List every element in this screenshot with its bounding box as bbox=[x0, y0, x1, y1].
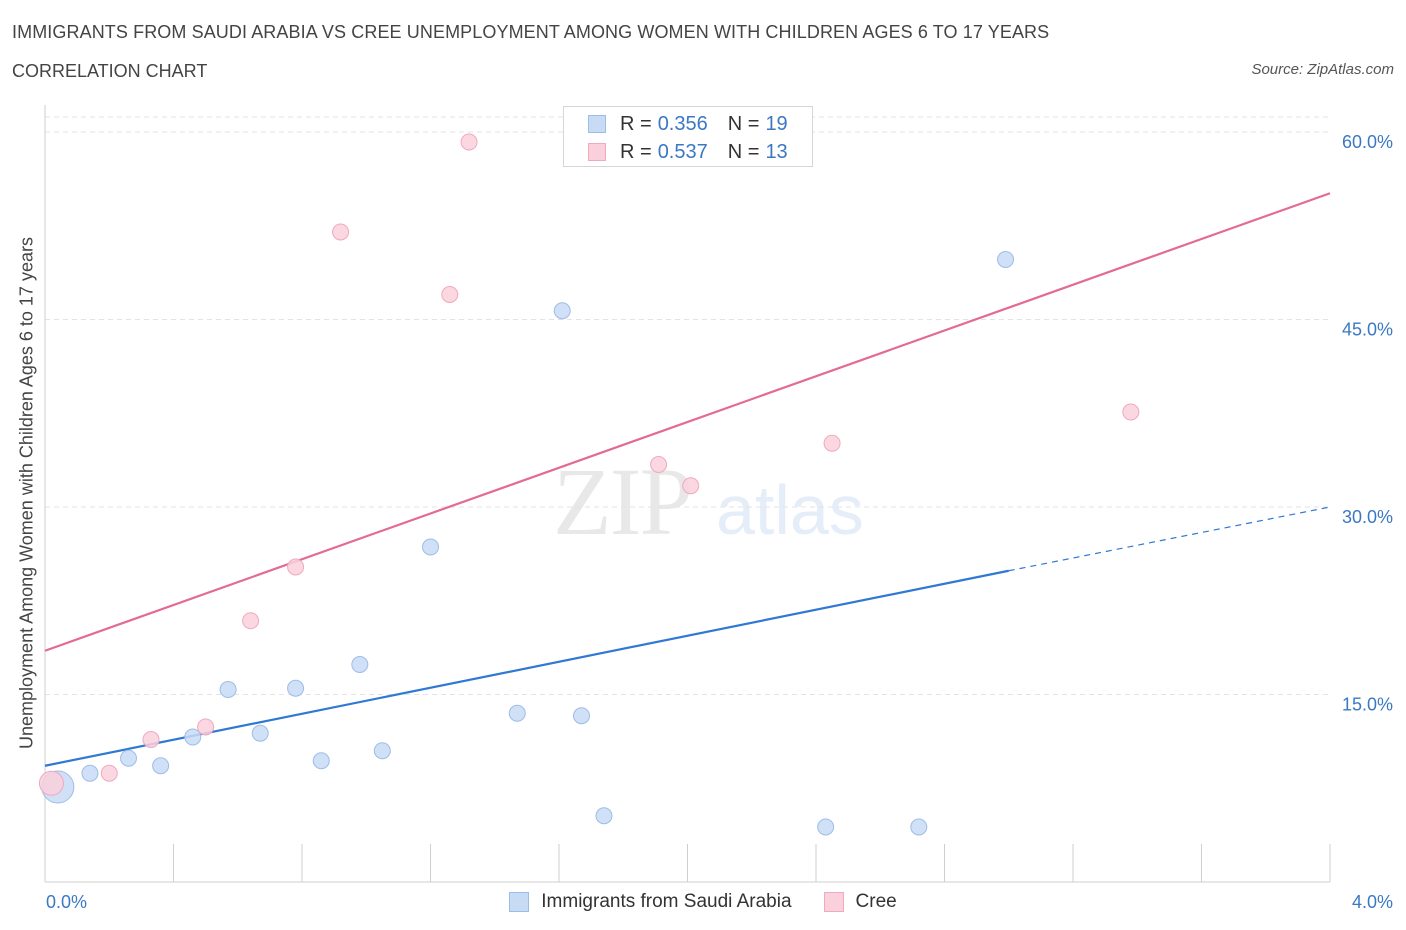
legend-swatch-cree bbox=[588, 143, 606, 161]
r-label: R = bbox=[620, 112, 652, 135]
point-cree bbox=[441, 286, 459, 303]
source-note: Source: ZipAtlas.com bbox=[1251, 61, 1394, 78]
legend-row-cree: R = 0.537 N = 13 bbox=[588, 140, 788, 164]
point-saudi bbox=[553, 302, 571, 320]
chart-title: IMMIGRANTS FROM SAUDI ARABIA VS CREE UNE… bbox=[12, 22, 1050, 42]
r-label: R = bbox=[620, 140, 652, 163]
point-saudi bbox=[184, 728, 202, 746]
point-saudi bbox=[508, 704, 526, 722]
watermark-zip: ZIP bbox=[553, 448, 693, 555]
legend-item-saudi: Immigrants from Saudi Arabia bbox=[509, 891, 792, 913]
n-label: N = bbox=[727, 112, 760, 135]
point-saudi bbox=[312, 752, 330, 770]
n-value-saudi: 19 bbox=[765, 112, 788, 135]
legend-label-cree: Cree bbox=[855, 891, 897, 912]
point-saudi bbox=[422, 538, 439, 556]
legend-item-cree: Cree bbox=[823, 891, 897, 913]
trend-line-saudi-extension bbox=[1008, 506, 1331, 572]
series-legend: Immigrants from Saudi Arabia Cree bbox=[0, 889, 1406, 915]
correlation-legend: R = 0.356 N = 19 R = 0.537 N = 13 bbox=[563, 106, 813, 167]
x-tick-label-max: 4.0% bbox=[1352, 892, 1393, 912]
y-tick-label: 30.0% bbox=[1342, 507, 1393, 527]
point-saudi bbox=[152, 757, 170, 775]
point-saudi bbox=[373, 742, 391, 760]
point-saudi bbox=[81, 764, 99, 782]
y-tick-label: 60.0% bbox=[1342, 132, 1393, 152]
point-cree bbox=[1122, 403, 1140, 421]
y-tick-label: 15.0% bbox=[1342, 695, 1393, 715]
trend-line-cree bbox=[44, 192, 1331, 652]
legend-row-saudi: R = 0.356 N = 19 bbox=[588, 112, 788, 136]
point-cree bbox=[142, 731, 160, 748]
point-cree bbox=[650, 456, 668, 473]
point-saudi bbox=[910, 818, 928, 836]
point-saudi bbox=[120, 749, 138, 767]
legend-swatch-saudi bbox=[588, 115, 606, 133]
point-saudi bbox=[997, 251, 1015, 268]
x-tick-label-min: 0.0% bbox=[46, 892, 87, 912]
point-saudi bbox=[219, 681, 237, 698]
r-value-saudi: 0.356 bbox=[657, 112, 708, 135]
n-label: N = bbox=[727, 140, 760, 163]
point-cree bbox=[332, 223, 350, 241]
point-saudi bbox=[572, 707, 590, 725]
chart-subtitle: CORRELATION CHART bbox=[12, 61, 208, 81]
point-saudi bbox=[351, 656, 369, 673]
point-cree bbox=[197, 718, 215, 736]
point-cree bbox=[682, 477, 700, 495]
point-cree bbox=[38, 770, 64, 796]
point-saudi bbox=[287, 679, 305, 697]
legend-swatch-cree bbox=[823, 892, 844, 912]
n-value-cree: 13 bbox=[765, 140, 788, 163]
point-saudi bbox=[251, 724, 269, 742]
watermark-atlas: atlas bbox=[716, 471, 864, 549]
legend-label-saudi: Immigrants from Saudi Arabia bbox=[541, 891, 792, 912]
point-cree bbox=[460, 133, 478, 151]
point-cree bbox=[287, 558, 305, 576]
point-cree bbox=[823, 434, 841, 452]
point-saudi bbox=[817, 818, 835, 836]
y-tick-label: 45.0% bbox=[1342, 320, 1393, 340]
legend-swatch-saudi bbox=[509, 892, 530, 912]
point-cree bbox=[100, 764, 118, 782]
r-value-cree: 0.537 bbox=[657, 140, 708, 163]
point-saudi bbox=[595, 807, 613, 825]
point-cree bbox=[242, 612, 260, 630]
